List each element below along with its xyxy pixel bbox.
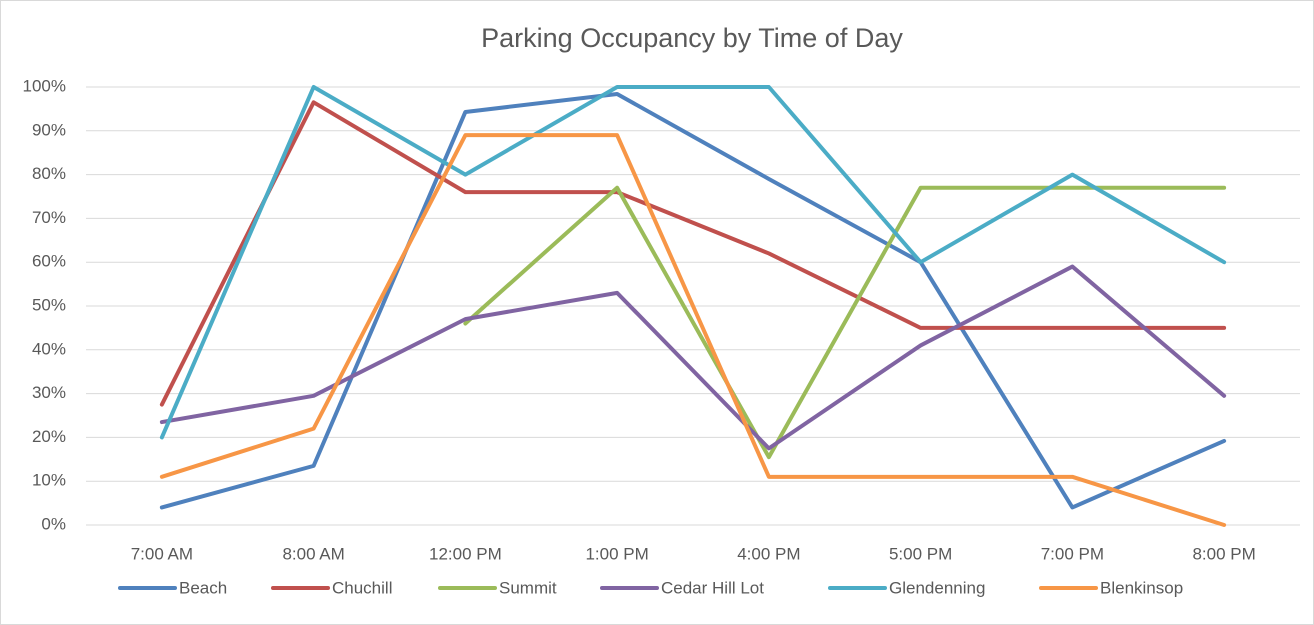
x-tick-label: 8:00 PM	[1192, 544, 1255, 563]
series-line	[159, 100, 1227, 407]
x-tick-label: 1:00 PM	[585, 544, 648, 563]
legend-label: Chuchill	[332, 578, 392, 597]
y-tick-label: 10%	[32, 471, 66, 490]
x-tick-label: 8:00 AM	[282, 544, 344, 563]
legend-label: Beach	[179, 578, 227, 597]
series-line	[159, 85, 1227, 440]
x-tick-label: 12:00 PM	[429, 544, 502, 563]
y-tick-label: 40%	[32, 339, 66, 358]
chart-title: Parking Occupancy by Time of Day	[481, 23, 903, 53]
y-tick-label: 100%	[23, 76, 66, 95]
series-line	[159, 133, 1227, 527]
series-line	[159, 92, 1227, 510]
x-tick-label: 5:00 PM	[889, 544, 952, 563]
y-tick-label: 0%	[41, 514, 66, 533]
legend-label: Cedar Hill Lot	[661, 578, 764, 597]
legend-label: Blenkinsop	[1100, 578, 1183, 597]
y-tick-label: 20%	[32, 427, 66, 446]
y-tick-label: 90%	[32, 120, 66, 139]
y-tick-label: 30%	[32, 383, 66, 402]
y-tick-label: 60%	[32, 252, 66, 271]
x-tick-label: 7:00 AM	[131, 544, 193, 563]
legend-label: Glendenning	[889, 578, 985, 597]
x-tick-label: 4:00 PM	[737, 544, 800, 563]
legend-label: Summit	[499, 578, 557, 597]
x-tick-label: 7:00 PM	[1041, 544, 1104, 563]
y-tick-label: 80%	[32, 164, 66, 183]
y-tick-label: 70%	[32, 208, 66, 227]
y-tick-label: 50%	[32, 295, 66, 314]
